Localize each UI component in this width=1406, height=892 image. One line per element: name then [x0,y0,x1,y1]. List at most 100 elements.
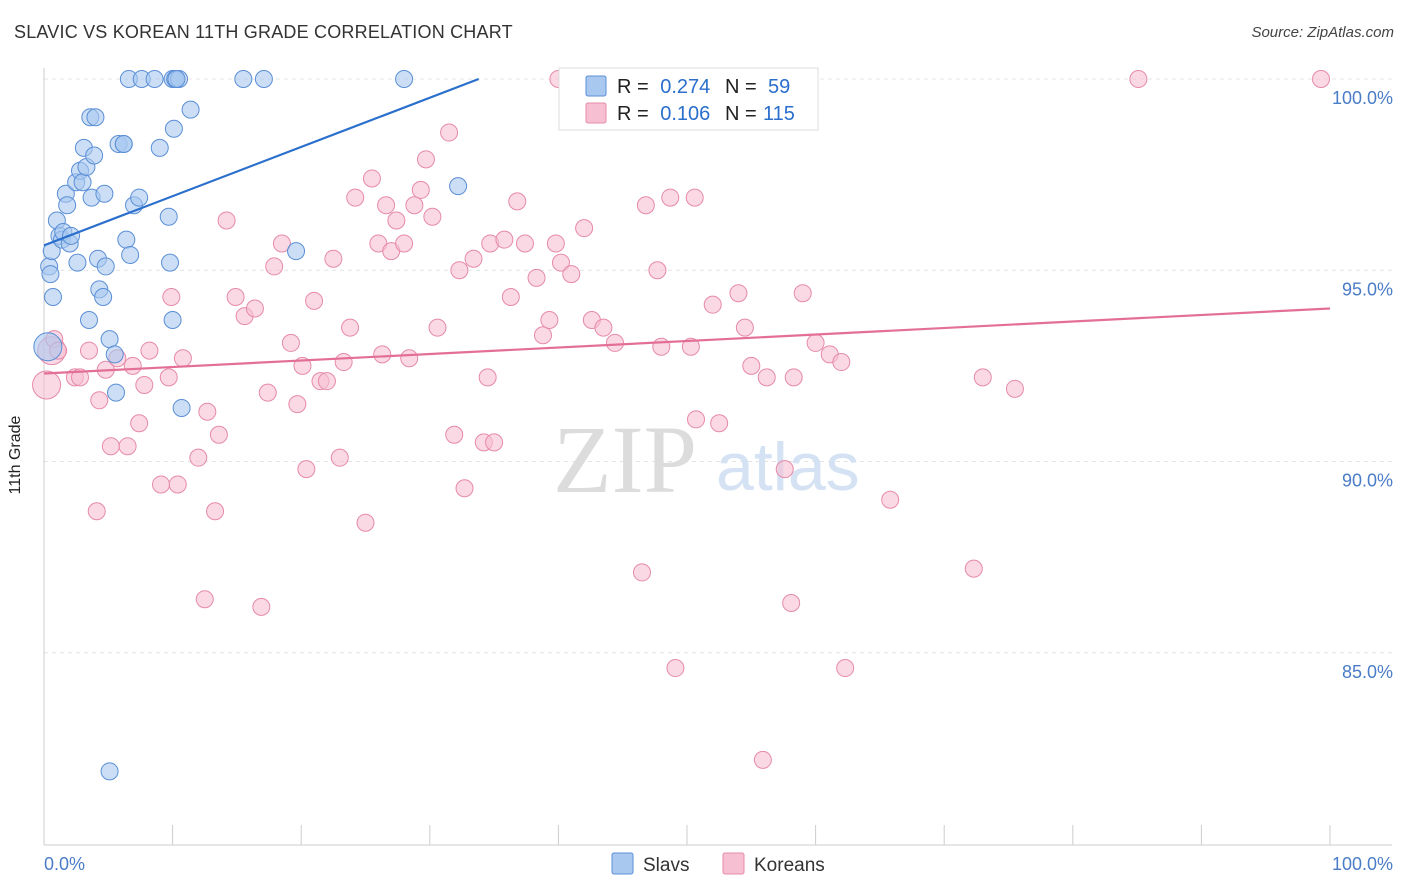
koreans-trendline [43,307,1331,375]
x-tick-label-min: 0.0% [44,854,85,874]
slavs-point [172,398,191,417]
slavs-point [33,332,63,362]
y-tick-label-0: 100.0% [1332,88,1393,108]
koreans-point [362,169,381,188]
slavs-point [68,253,87,272]
koreans-point [272,234,291,253]
koreans-point [806,333,825,352]
koreans-point [297,460,316,479]
koreans-point [400,349,419,368]
koreans-point [411,180,430,199]
koreans-point [334,353,353,372]
y-tick-label-1: 95.0% [1342,279,1393,299]
koreans-point [710,414,729,433]
koreans-point [330,448,349,467]
slavs-point [117,230,136,249]
slavs-point [150,138,169,157]
legend-n-label-slavs: N = [725,76,757,98]
koreans-point [784,368,803,387]
koreans-point [226,288,245,307]
koreans-point [159,368,178,387]
legend-r-value-slavs: 0.274 [660,76,710,98]
koreans-point [252,597,271,616]
legend: R = 0.274 N = 59 R = 0.106 N = 115 [558,67,819,131]
slavs-point [254,70,273,88]
koreans-point [594,318,613,337]
koreans-point [782,594,801,613]
koreans-point [198,402,217,421]
axes [43,68,1392,846]
slavs-point [161,253,180,272]
slavs-point [234,70,253,88]
koreans-point [450,261,469,280]
slavs-point [181,100,200,119]
koreans-point [636,196,655,215]
slavs-point [85,146,104,165]
koreans-point [168,475,187,494]
koreans-point [703,295,722,314]
legend-n-value-slavs: 59 [768,76,790,98]
koreans-point [881,490,900,509]
slavs-point [100,762,119,781]
koreans-point [209,425,228,444]
slavs-points [33,70,468,781]
koreans-point [140,341,159,360]
koreans-point [288,395,307,414]
koreans-point [527,268,546,287]
svg-text:R = 0.106 N =: R = 0.106 N = 115 [617,103,795,125]
koreans-point [373,345,392,364]
slavs-point [287,242,306,261]
slavs-point [114,135,133,154]
slavs-point [100,330,119,349]
koreans-point [729,284,748,303]
koreans-point [341,318,360,337]
slavs-point [41,265,60,284]
watermark: ZIP atlas [553,406,860,513]
koreans-point [71,368,90,387]
koreans-point [395,234,414,253]
slavs-point [449,177,468,196]
x-tick-label-max: 100.0% [1332,854,1393,874]
legend-swatch-slavs [585,75,607,97]
koreans-point [152,475,171,494]
koreans-point [478,368,497,387]
koreans-point [687,410,706,429]
bottom-legend-swatch-slavs [611,852,634,875]
slavs-point [86,108,105,127]
slavs-point [121,245,140,264]
slavs-point [95,184,114,203]
slavs-point [105,345,124,364]
koreans-point [377,196,396,215]
koreans-point [123,356,142,375]
slavs-point [73,173,92,192]
koreans-point [681,337,700,356]
koreans-point [135,376,154,394]
koreans-point [455,479,474,498]
koreans-point [1005,379,1024,398]
koreans-point [445,425,464,444]
slavs-point [164,119,183,138]
koreans-point [540,310,559,329]
koreans-point [775,460,794,479]
koreans-point [793,284,812,303]
legend-n-value-koreans: 115 [763,103,795,125]
koreans-point [1129,70,1148,88]
koreans-point [551,253,570,272]
x-ticks [43,825,1331,845]
koreans-point [195,590,214,609]
koreans-point [324,249,343,268]
koreans-point [753,750,772,769]
koreans-point [652,337,671,356]
koreans-point [305,291,324,310]
koreans-point [742,356,761,375]
bottom-legend-swatch-koreans [722,852,745,875]
koreans-point [685,188,704,207]
koreans-point [265,257,284,276]
koreans-point [356,513,375,532]
slavs-point [107,383,126,402]
koreans-point [32,370,62,400]
koreans-point [973,368,992,387]
koreans-point [423,207,442,226]
koreans-point [428,318,447,337]
